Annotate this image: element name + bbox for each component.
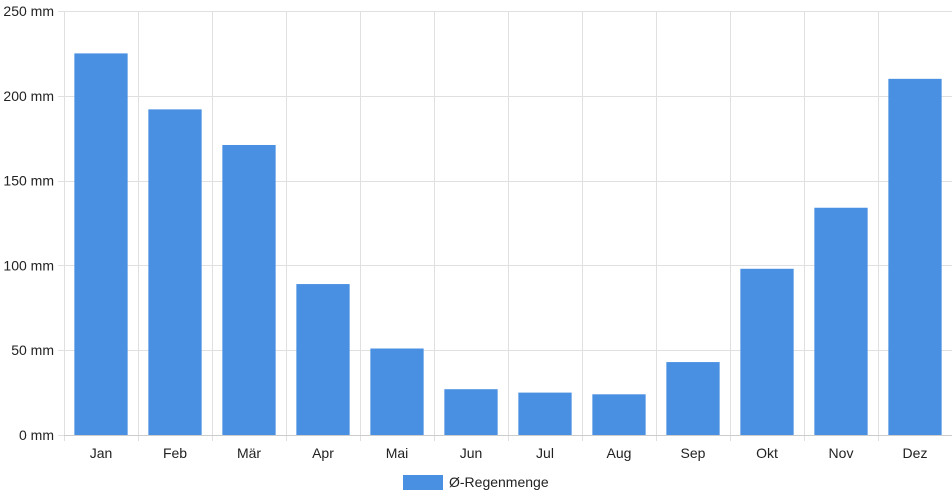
x-tick-label: Apr bbox=[312, 445, 334, 461]
x-tick-label: Sep bbox=[681, 445, 706, 461]
x-tick-label: Okt bbox=[756, 445, 778, 461]
bar-okt[interactable] bbox=[740, 268, 794, 435]
bar-feb[interactable] bbox=[148, 109, 202, 436]
chart-grid bbox=[58, 11, 952, 441]
legend-swatch[interactable] bbox=[403, 475, 443, 490]
x-tick-label: Aug bbox=[607, 445, 632, 461]
bar-apr[interactable] bbox=[296, 284, 350, 435]
y-tick-label: 200 mm bbox=[3, 88, 54, 104]
y-axis: 0 mm 50 mm 100 mm 150 mm 200 mm 250 mm bbox=[3, 3, 54, 443]
bar-nov[interactable] bbox=[814, 207, 868, 435]
x-tick-label: Dez bbox=[903, 445, 928, 461]
y-tick-label: 50 mm bbox=[11, 342, 54, 358]
x-tick-label: Jul bbox=[536, 445, 554, 461]
y-tick-label: 0 mm bbox=[19, 427, 54, 443]
bar-dez[interactable] bbox=[888, 78, 942, 435]
y-tick-label: 150 mm bbox=[3, 173, 54, 189]
y-tick-label: 250 mm bbox=[3, 3, 54, 19]
bar-jun[interactable] bbox=[444, 389, 498, 435]
x-tick-label: Jun bbox=[460, 445, 483, 461]
x-tick-label: Feb bbox=[163, 445, 187, 461]
bar-series bbox=[74, 53, 942, 436]
legend-label[interactable]: Ø-Regenmenge bbox=[449, 474, 549, 490]
y-tick-label: 100 mm bbox=[3, 257, 54, 273]
bar-mär[interactable] bbox=[222, 144, 276, 435]
x-tick-label: Mär bbox=[237, 445, 261, 461]
bar-jan[interactable] bbox=[74, 53, 128, 436]
bar-aug[interactable] bbox=[592, 394, 646, 435]
legend[interactable]: Ø-Regenmenge bbox=[403, 474, 549, 490]
x-tick-label: Jan bbox=[90, 445, 113, 461]
x-axis: Jan Feb Mär Apr Mai Jun Jul Aug Sep Okt Nov Dez bbox=[64, 435, 952, 461]
x-tick-label: Nov bbox=[829, 445, 854, 461]
bar-mai[interactable] bbox=[370, 348, 424, 435]
bar-sep[interactable] bbox=[666, 362, 720, 435]
x-tick-label: Mai bbox=[386, 445, 409, 461]
bar-jul[interactable] bbox=[518, 392, 572, 435]
